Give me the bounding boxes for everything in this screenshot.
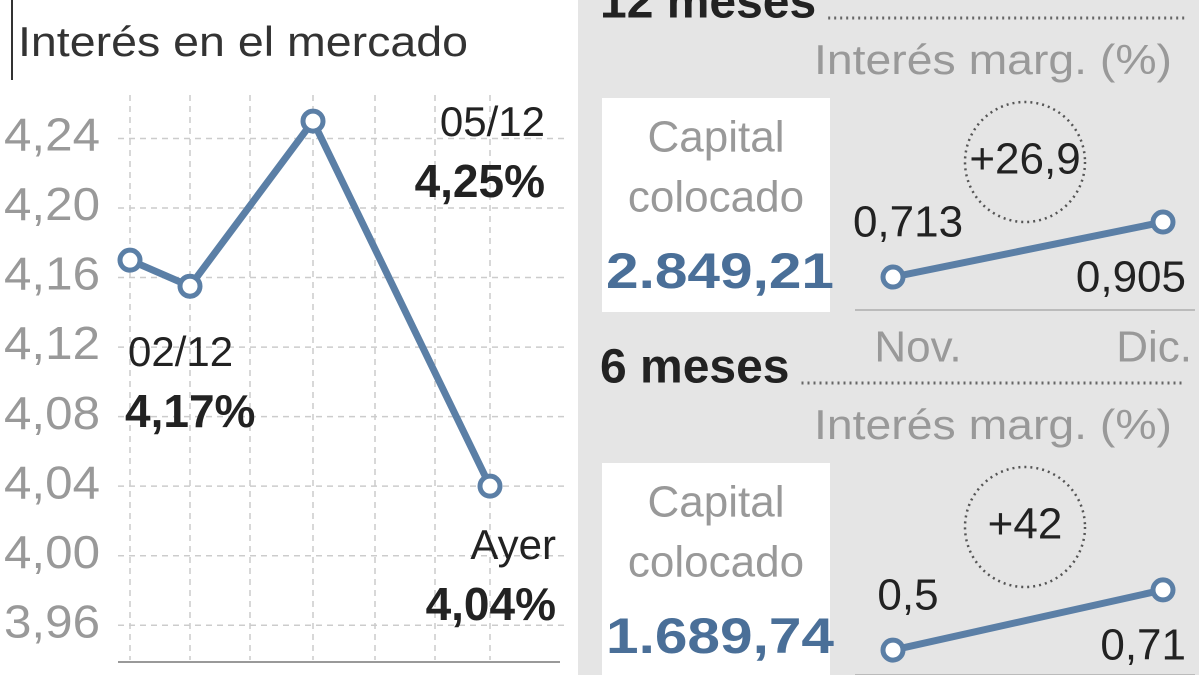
x-tick-label: Ayer [470,521,556,568]
y-tick-label: 4,12 [4,317,100,369]
x-tick-label: Dic. [1116,323,1192,372]
capital-box [602,98,830,312]
value-label: 4,25% [415,155,545,207]
data-point [177,273,203,299]
capital-value: 2.849,21 [606,243,834,299]
data-point [300,108,326,134]
value-label: 0,71 [1100,621,1186,670]
data-point [477,473,503,499]
change-label: +26,9 [969,135,1080,184]
value-label: 0,5 [877,571,938,620]
y-tick-label: 4,20 [4,178,100,230]
value-label: 0,905 [1076,253,1186,302]
panel-title: 6 meses [600,341,790,394]
change-label: +42 [988,500,1063,549]
change-badge [963,465,1087,589]
capital-box [602,463,830,675]
data-point [880,264,906,290]
value-label: 0,713 [853,198,963,247]
data-point [117,247,143,273]
data-line [892,586,1164,654]
data-line [892,218,1164,281]
y-tick-label: 4,08 [4,387,100,439]
y-tick-label: 4,00 [4,526,100,578]
y-tick-label: 4,04 [4,456,100,508]
annotation: Capital [648,113,785,162]
annotation: Capital [648,478,785,527]
y-tick-label: 4,24 [4,109,100,161]
capital-value: 1.689,74 [606,608,834,664]
annotation: colocado [628,173,804,222]
x-tick-label: 05/12 [440,98,545,145]
chart-title: Interés en el mercado [18,18,468,65]
y-tick-label: 4,16 [4,248,100,300]
data-point [880,637,906,663]
panel-title: 12 meses [600,0,816,29]
change-badge [963,100,1087,224]
data-point [1150,209,1176,235]
annotation: colocado [628,538,804,587]
data-line [128,117,494,488]
value-label: 4,04% [426,578,556,630]
value-label: 4,17% [125,385,255,437]
x-tick-label: 02/12 [128,328,233,375]
subtitle: Interés marg. (%) [814,401,1172,448]
subtitle: Interés marg. (%) [814,36,1172,83]
data-point [1150,577,1176,603]
y-tick-label: 3,96 [4,595,100,647]
x-tick-label: Nov. [874,323,961,372]
